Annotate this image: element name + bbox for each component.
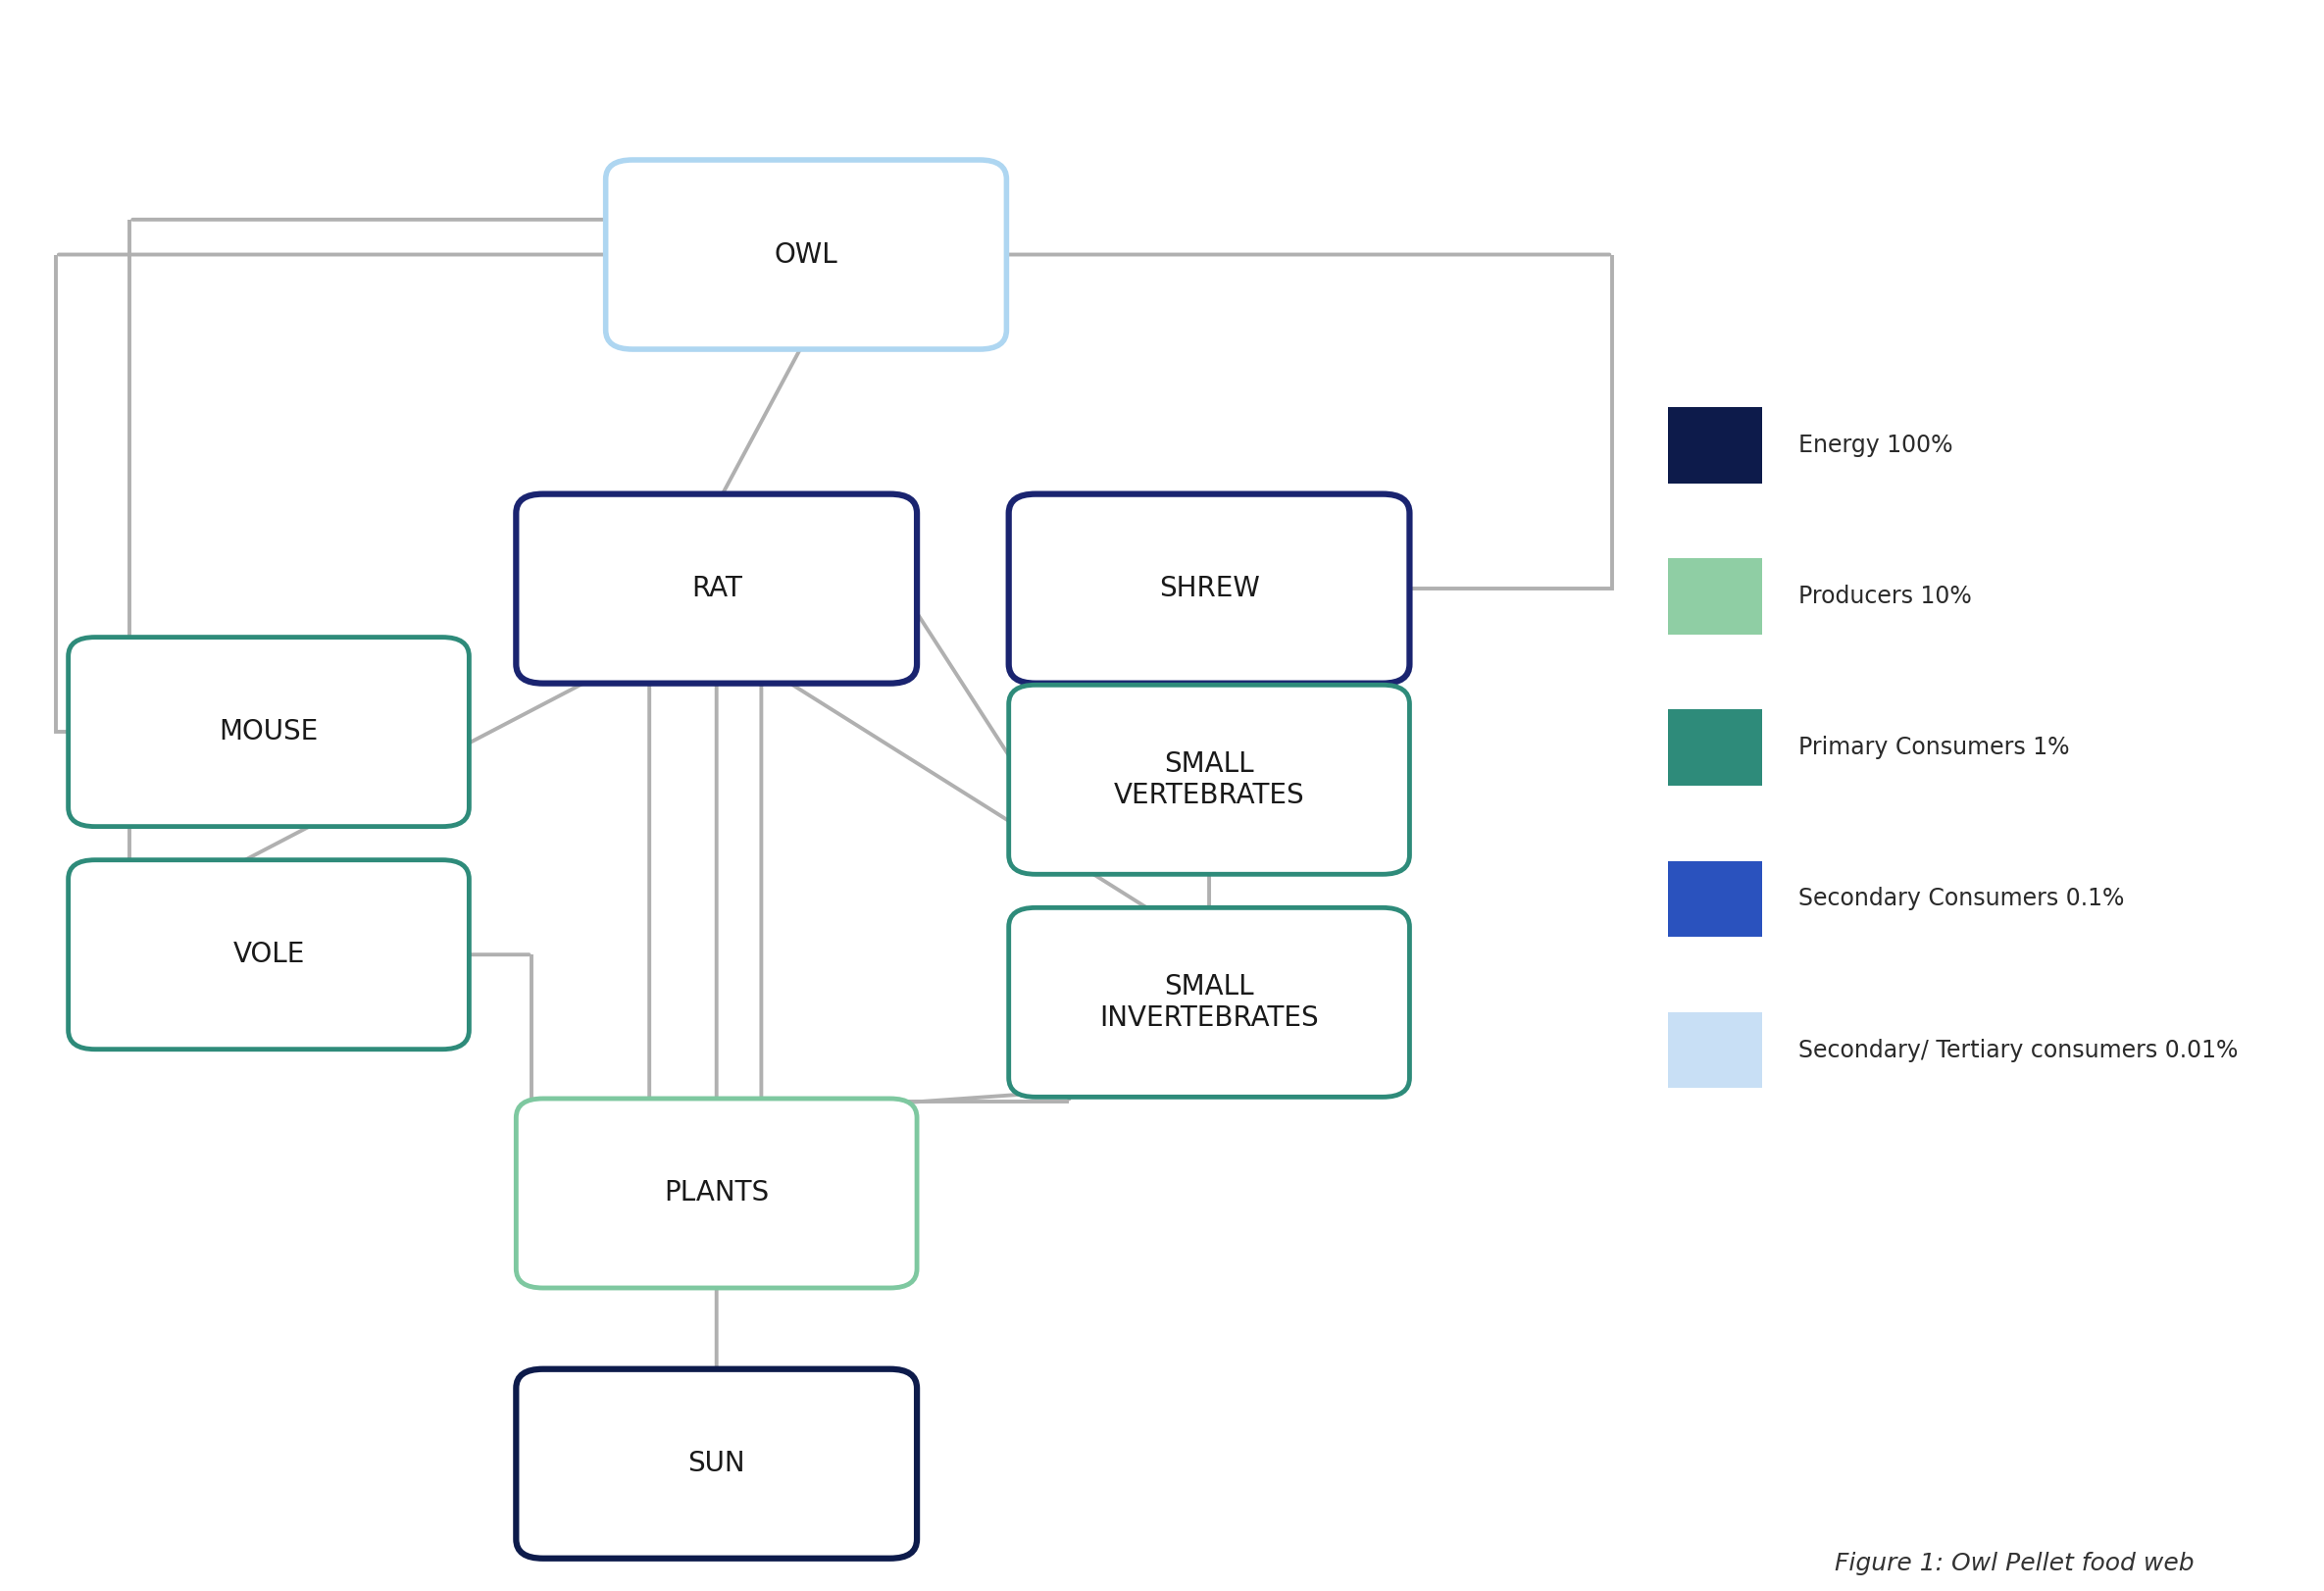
FancyBboxPatch shape	[516, 1098, 918, 1289]
Text: SMALL
VERTEBRATES: SMALL VERTEBRATES	[1113, 749, 1304, 810]
Text: Energy 100%: Energy 100%	[1799, 434, 1952, 457]
Text: OWL: OWL	[774, 240, 839, 269]
Text: SUN: SUN	[688, 1449, 746, 1478]
FancyBboxPatch shape	[67, 636, 469, 827]
FancyBboxPatch shape	[1009, 493, 1411, 684]
FancyBboxPatch shape	[516, 493, 918, 684]
FancyBboxPatch shape	[1669, 1012, 1762, 1088]
FancyBboxPatch shape	[607, 159, 1006, 350]
Text: Producers 10%: Producers 10%	[1799, 585, 1971, 608]
FancyBboxPatch shape	[1669, 407, 1762, 484]
FancyBboxPatch shape	[1009, 907, 1411, 1098]
Text: SHREW: SHREW	[1160, 574, 1260, 603]
Text: SMALL
INVERTEBRATES: SMALL INVERTEBRATES	[1099, 972, 1318, 1033]
Text: Secondary/ Tertiary consumers 0.01%: Secondary/ Tertiary consumers 0.01%	[1799, 1039, 2238, 1061]
FancyBboxPatch shape	[1669, 861, 1762, 937]
FancyBboxPatch shape	[67, 859, 469, 1050]
FancyBboxPatch shape	[1669, 558, 1762, 635]
Text: Secondary Consumers 0.1%: Secondary Consumers 0.1%	[1799, 888, 2124, 910]
Text: PLANTS: PLANTS	[665, 1179, 769, 1208]
Text: VOLE: VOLE	[232, 940, 304, 969]
Text: MOUSE: MOUSE	[218, 718, 318, 746]
FancyBboxPatch shape	[1669, 710, 1762, 786]
FancyBboxPatch shape	[516, 1368, 918, 1559]
Text: Figure 1: Owl Pellet food web: Figure 1: Owl Pellet food web	[1836, 1551, 2194, 1575]
FancyBboxPatch shape	[1009, 684, 1411, 875]
Text: Primary Consumers 1%: Primary Consumers 1%	[1799, 737, 2068, 759]
Text: RAT: RAT	[690, 574, 741, 603]
